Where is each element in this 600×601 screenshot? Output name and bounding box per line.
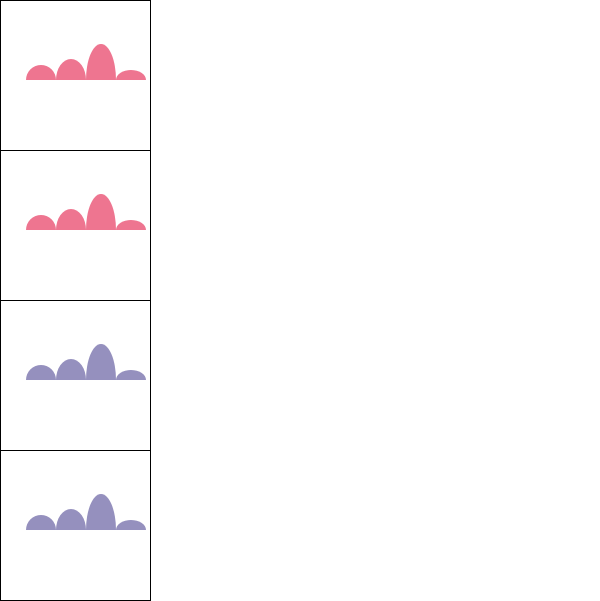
- bump-chart: [26, 494, 146, 530]
- bump-mark: [26, 515, 56, 530]
- bump-chart: [26, 44, 146, 80]
- bump-mark: [26, 365, 56, 380]
- chart-panel-3: [0, 300, 151, 451]
- bump-chart: [26, 194, 146, 230]
- bump-mark: [56, 509, 86, 530]
- bump-mark: [26, 215, 56, 230]
- bump-mark: [116, 70, 146, 80]
- bump-mark: [86, 344, 116, 380]
- bump-mark: [116, 220, 146, 230]
- bump-mark: [86, 194, 116, 230]
- bump-mark: [56, 209, 86, 230]
- bump-mark: [26, 65, 56, 80]
- bump-mark: [116, 370, 146, 380]
- chart-panel-1: [0, 0, 151, 151]
- bump-mark: [56, 59, 86, 80]
- bump-mark: [116, 520, 146, 530]
- bump-mark: [86, 44, 116, 80]
- chart-panel-4: [0, 450, 151, 601]
- bump-mark: [86, 494, 116, 530]
- bump-chart: [26, 344, 146, 380]
- chart-panel-2: [0, 150, 151, 301]
- bump-mark: [56, 359, 86, 380]
